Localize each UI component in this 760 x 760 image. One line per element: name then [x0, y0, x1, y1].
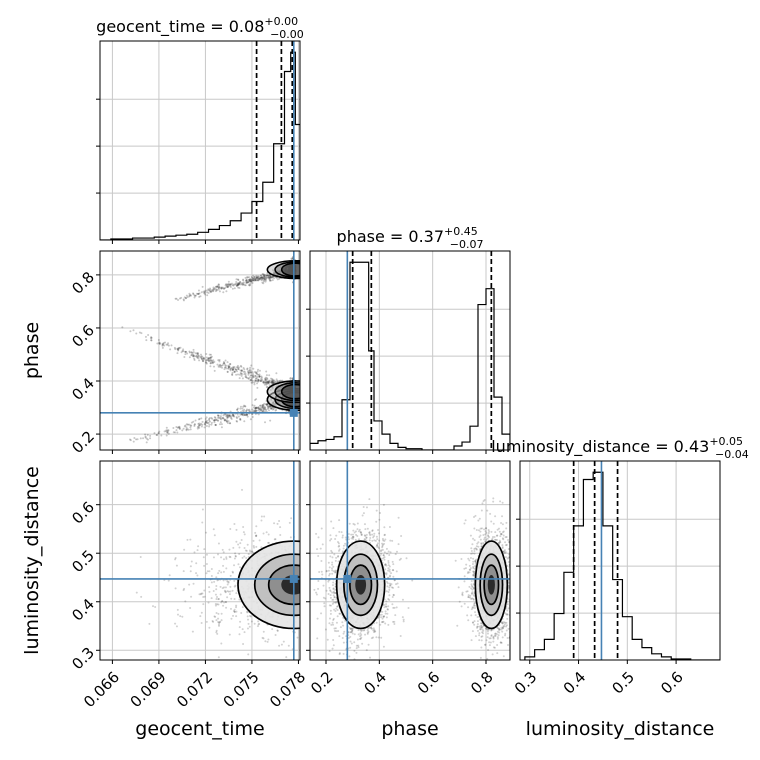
histogram-step-geocent_time [100, 51, 300, 240]
hist-panel-phase [306, 250, 511, 454]
title-text: luminosity_distance = 0.43+0.05 −0.04 [491, 435, 749, 461]
scatter-panel-geocent_time-phase [96, 250, 301, 454]
x-tick-label: 0.066 [80, 668, 123, 711]
y-tick-label: 0.4 [68, 374, 98, 404]
y-axis-label: phase [21, 322, 43, 379]
title-geocent_time: geocent_time = 0.08+0.00 −0.00 [96, 15, 304, 41]
x-tick-label: 0.4 [360, 668, 390, 698]
x-tick-label: 0.2 [307, 668, 337, 698]
title-luminosity_distance: luminosity_distance = 0.43+0.05 −0.04 [491, 435, 749, 461]
x-axis-label: phase [381, 718, 438, 740]
y-tick-label: 0.3 [68, 644, 98, 674]
y-tick-label: 0.4 [68, 595, 98, 625]
histogram-step-phase [310, 261, 510, 450]
x-tick-label: 0.4 [560, 668, 590, 698]
y-axis-label: luminosity_distance [21, 466, 43, 655]
x-axis-label: luminosity_distance [526, 718, 715, 740]
density-contour [280, 262, 300, 277]
y-tick-label: 0.2 [68, 427, 98, 457]
truth-marker [289, 574, 298, 583]
axes-frame [519, 460, 721, 661]
axes-frame [309, 250, 511, 451]
hist-panel-luminosity_distance [516, 460, 721, 664]
density-contour [280, 383, 300, 400]
scatter-panel-geocent_time-luminosity_distance [96, 460, 301, 664]
x-tick-label: 0.072 [173, 668, 216, 711]
histogram-step-luminosity_distance [524, 471, 720, 660]
scatter-panel-phase-luminosity_distance [306, 460, 511, 664]
truth-marker [343, 574, 352, 583]
axes-frame [309, 460, 511, 661]
y-tick-label: 0.8 [68, 268, 98, 298]
truth-marker [289, 408, 298, 417]
x-axis-label: geocent_time [135, 718, 264, 740]
axes-frame [99, 250, 301, 451]
title-phase: phase = 0.37+0.45 −0.07 [337, 225, 484, 251]
hist-panel-geocent_time [96, 40, 301, 244]
y-tick-label: 0.6 [68, 321, 98, 351]
axes-frame [99, 40, 301, 241]
title-text: geocent_time = 0.08+0.00 −0.00 [96, 15, 304, 41]
y-tick-label: 0.5 [68, 547, 98, 577]
x-tick-label: 0.078 [266, 668, 309, 711]
x-tick-label: 0.075 [220, 668, 263, 711]
x-tick-label: 0.8 [467, 668, 497, 698]
y-tick-label: 0.6 [68, 498, 98, 528]
x-tick-label: 0.6 [414, 668, 444, 698]
x-tick-label: 0.5 [608, 668, 638, 698]
title-text: phase = 0.37+0.45 −0.07 [337, 225, 484, 251]
density-contour [487, 574, 495, 595]
density-contour [355, 574, 367, 595]
axes-frame [99, 460, 301, 661]
x-tick-label: 0.6 [657, 668, 687, 698]
x-tick-label: 0.3 [511, 668, 541, 698]
scatter-points [121, 256, 297, 444]
x-tick-label: 0.069 [127, 668, 170, 711]
